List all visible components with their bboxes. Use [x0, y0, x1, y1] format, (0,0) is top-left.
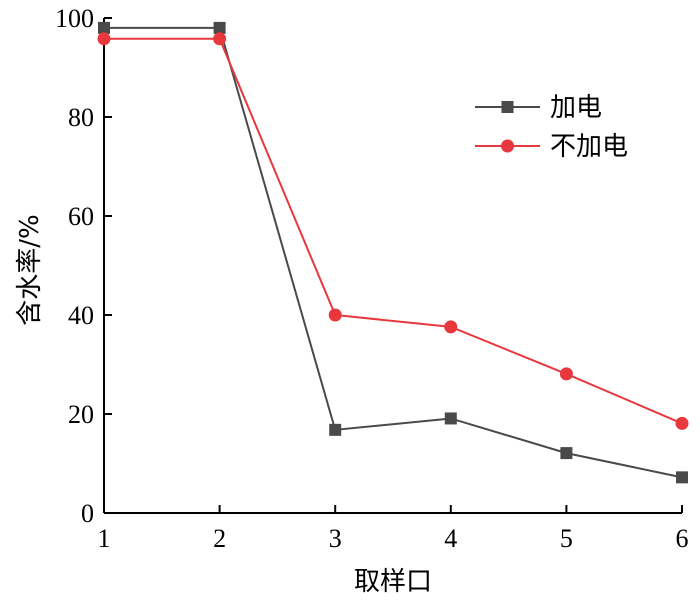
data-point [98, 21, 110, 34]
data-point [444, 412, 457, 425]
y-tick-label: 80 [68, 103, 94, 132]
data-point [560, 447, 573, 460]
x-axis-title: 取样口 [354, 567, 432, 597]
series-layer [97, 21, 689, 484]
data-point [676, 471, 688, 484]
axes: 0 20 40 60 80 100 1 2 3 4 5 6 [55, 4, 689, 553]
legend-item: 加电 [475, 93, 602, 123]
x-tick-label: 3 [329, 524, 342, 553]
y-tick-label: 20 [68, 400, 94, 429]
data-point [329, 423, 342, 436]
data-point [559, 367, 573, 381]
x-tick-label: 1 [98, 524, 111, 553]
series-line [104, 37, 683, 425]
data-point [97, 32, 111, 46]
legend-label: 不加电 [550, 132, 628, 162]
legend-marker [501, 139, 514, 153]
data-point [213, 32, 227, 46]
y-tick-label: 100 [55, 4, 94, 33]
x-tick-label: 2 [213, 524, 226, 553]
series-2 [97, 32, 689, 430]
legend-label: 加电 [550, 93, 602, 123]
x-tick-label: 6 [676, 524, 689, 553]
data-point [328, 308, 342, 322]
x-tick-label: 4 [444, 524, 457, 553]
legend-item: 不加电 [475, 132, 628, 162]
legend-marker [501, 101, 514, 113]
y-tick-label: 60 [68, 202, 94, 231]
y-axis-title: 含水率/% [15, 214, 45, 325]
y-tick-label: 40 [68, 301, 94, 330]
x-tick-label: 5 [560, 524, 573, 553]
series-1 [98, 21, 688, 484]
y-tick-label: 0 [81, 499, 94, 528]
series-line [104, 26, 683, 479]
data-point [675, 416, 689, 430]
data-point [213, 21, 226, 34]
data-point [444, 320, 458, 334]
